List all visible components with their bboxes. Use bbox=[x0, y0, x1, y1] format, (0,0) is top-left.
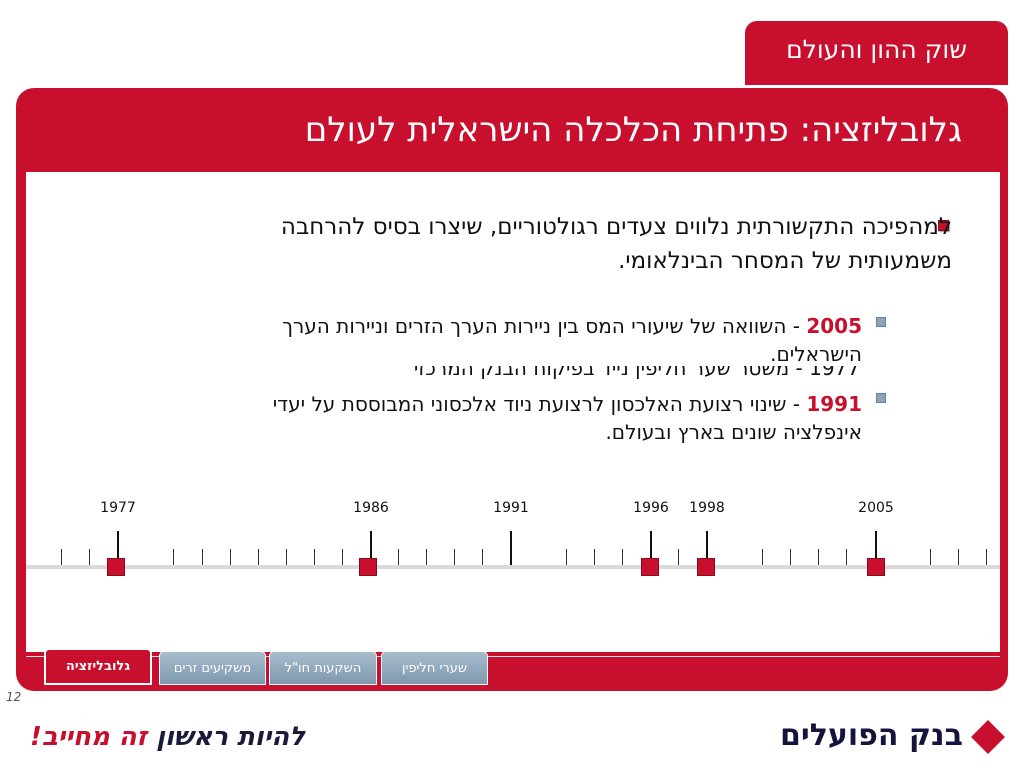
content-area bbox=[26, 172, 1000, 652]
timeline-tick bbox=[61, 549, 62, 565]
slide-title: גלובליזציה: פתיחת הכלכלה הישראלית לעולם bbox=[304, 110, 962, 150]
bank-logo-icon bbox=[971, 720, 1005, 754]
timeline-major-tick bbox=[370, 531, 372, 565]
timeline-tick bbox=[426, 549, 427, 565]
partially-hidden-bullet: 1977 - משטר שער חליפין נייד בפיקוח הבנק … bbox=[413, 366, 860, 380]
timeline-tick bbox=[790, 549, 791, 565]
timeline-tick bbox=[286, 549, 287, 565]
tab-overseas-investments[interactable]: השקעות חו"ל bbox=[269, 651, 377, 685]
slogan-part1: להיות ראשון bbox=[147, 722, 305, 752]
timeline-tick bbox=[678, 549, 679, 565]
sub-bullet-square-icon bbox=[876, 393, 886, 403]
content-divider bbox=[26, 656, 1000, 657]
slogan-part2: זה מחייב! bbox=[30, 722, 148, 752]
timeline-marker-1986[interactable] bbox=[359, 558, 377, 576]
timeline-marker-2005[interactable] bbox=[867, 558, 885, 576]
sub-bullet-square-icon bbox=[876, 317, 886, 327]
section-tab: שוק ההון והעולם bbox=[745, 21, 1008, 85]
main-bullet-text: למהפיכה התקשורתית נלווים צעדים רגולטוריי… bbox=[280, 214, 952, 274]
timeline-tick bbox=[846, 549, 847, 565]
timeline-tick bbox=[818, 549, 819, 565]
timeline-tick bbox=[314, 549, 315, 565]
timeline-tick bbox=[958, 549, 959, 565]
timeline-tick bbox=[482, 549, 483, 565]
timeline-tick bbox=[594, 549, 595, 565]
timeline-year-label: 1996 bbox=[633, 500, 669, 516]
timeline-tick bbox=[398, 549, 399, 565]
sub-bullet-2005: 2005 - השוואה של שיעורי המס בין ניירות ה… bbox=[250, 312, 862, 368]
timeline-tick bbox=[986, 549, 987, 565]
sub-bullet-text: - שינוי רצועת האלכסון לרצועת ניוד אלכסונ… bbox=[272, 392, 862, 444]
sub-bullet-year: 1991 bbox=[806, 392, 862, 416]
timeline-tick bbox=[930, 549, 931, 565]
sub-bullet-year: 2005 bbox=[806, 314, 862, 338]
timeline-marker-1998[interactable] bbox=[697, 558, 715, 576]
timeline-tick bbox=[89, 549, 90, 565]
timeline-tick bbox=[762, 549, 763, 565]
sub-bullet-text: - השוואה של שיעורי המס בין ניירות הערך ה… bbox=[282, 314, 862, 366]
timeline-tick bbox=[230, 549, 231, 565]
timeline-major-tick bbox=[650, 531, 652, 565]
timeline-year-label: 1991 bbox=[493, 500, 529, 516]
timeline-tick bbox=[173, 549, 174, 565]
tab-globalization[interactable]: גלובליזציה bbox=[44, 648, 152, 685]
bullet-square-icon bbox=[938, 220, 949, 231]
timeline-tick bbox=[342, 549, 343, 565]
timeline-major-tick bbox=[510, 531, 512, 565]
timeline: 1977 1986 1991 1996 1998 2005 bbox=[26, 495, 1000, 585]
timeline-axis bbox=[26, 565, 1000, 569]
tab-exchange-rates[interactable]: שערי חליפין bbox=[381, 651, 488, 685]
timeline-marker-1977[interactable] bbox=[107, 558, 125, 576]
page-number: 12 bbox=[6, 690, 22, 704]
timeline-year-label: 1998 bbox=[689, 500, 725, 516]
sub-bullet-1991: 1991 - שינוי רצועת האלכסון לרצועת ניוד א… bbox=[200, 390, 862, 446]
timeline-major-tick bbox=[875, 531, 877, 565]
timeline-tick bbox=[202, 549, 203, 565]
timeline-tick bbox=[454, 549, 455, 565]
timeline-year-label: 1977 bbox=[100, 500, 136, 516]
tab-foreign-investors[interactable]: משקיעים זרים bbox=[159, 651, 266, 685]
timeline-major-tick bbox=[117, 531, 119, 565]
timeline-tick bbox=[566, 549, 567, 565]
bank-name-logo: בנק הפועלים bbox=[780, 718, 963, 753]
timeline-year-label: 2005 bbox=[858, 500, 894, 516]
timeline-major-tick bbox=[706, 531, 708, 565]
timeline-year-label: 1986 bbox=[353, 500, 389, 516]
timeline-tick bbox=[258, 549, 259, 565]
slogan: להיות ראשון זה מחייב! bbox=[30, 722, 305, 752]
timeline-tick bbox=[622, 549, 623, 565]
timeline-marker-1996[interactable] bbox=[641, 558, 659, 576]
